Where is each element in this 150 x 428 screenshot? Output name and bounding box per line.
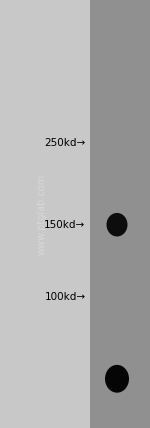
Text: 100kd→: 100kd→ [44,292,86,303]
Text: www.ptglab.com: www.ptglab.com [37,173,47,255]
Text: 150kd→: 150kd→ [44,220,86,230]
Bar [90,0,150,428]
Ellipse shape [105,365,129,393]
Text: 250kd→: 250kd→ [44,138,86,149]
Bar [0,0,90,428]
Ellipse shape [106,213,128,237]
